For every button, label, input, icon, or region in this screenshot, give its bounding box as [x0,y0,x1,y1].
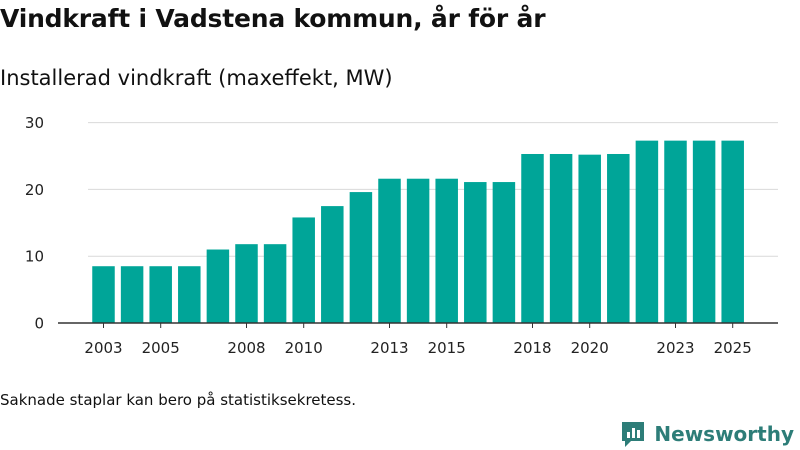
bar-2021 [607,153,630,323]
bar-2007 [206,249,230,323]
gridlines [88,122,778,257]
x-tick-label: 2010 [285,339,323,357]
bar-2016 [464,182,487,323]
bar-2020 [578,154,601,323]
y-tick-label: 20 [25,181,44,199]
x-tick-label: 2013 [370,339,408,357]
y-tick-label: 0 [34,315,44,333]
bar-2003 [92,266,115,323]
bar-2017 [492,182,516,323]
chart-subtitle: Installerad vindkraft (maxeffekt, MW) [0,66,393,90]
footnote: Saknade staplar kan bero på statistiksek… [0,391,357,409]
x-tick-label: 2025 [714,339,752,357]
y-tick-label: 30 [25,114,44,132]
brand-name: Newsworthy [654,422,794,446]
brand-logo: Newsworthy [620,420,794,448]
x-tick-label: 2003 [84,339,122,357]
bars [92,140,744,323]
bar-2014 [406,178,430,323]
x-tick-label: 2020 [571,339,609,357]
bar-2008 [235,244,258,323]
bar-2022 [635,140,659,323]
bar-chart: 0 10 20 30 2003 2005 2008 2010 2013 2015 2018 2020 2… [25,114,778,357]
chart-title: Vindkraft i Vadstena kommun, år för år [0,4,546,33]
bar-2009 [263,244,287,323]
axes: 0 10 20 30 2003 2005 2008 2010 2013 2015 2018 2020 2… [25,114,778,357]
bar-2019 [549,153,573,323]
newsworthy-chart-icon [622,422,645,447]
bar-2018 [521,153,544,323]
y-tick-label: 10 [25,248,44,266]
x-tick-label: 2023 [656,339,694,357]
x-tick-label: 2015 [428,339,466,357]
bar-2005 [149,266,172,323]
bar-2023 [664,140,687,323]
bar-2012 [349,192,373,323]
x-tick-label: 2005 [142,339,180,357]
x-tick-label: 2018 [513,339,551,357]
bar-2006 [178,266,201,323]
bar-2025 [721,140,744,323]
bar-2010 [292,217,315,323]
bar-2013 [378,178,401,323]
bar-2024 [692,140,716,323]
bar-2004 [120,266,144,323]
bar-2011 [321,206,344,323]
x-tick-label: 2008 [227,339,265,357]
bar-2015 [435,178,458,323]
